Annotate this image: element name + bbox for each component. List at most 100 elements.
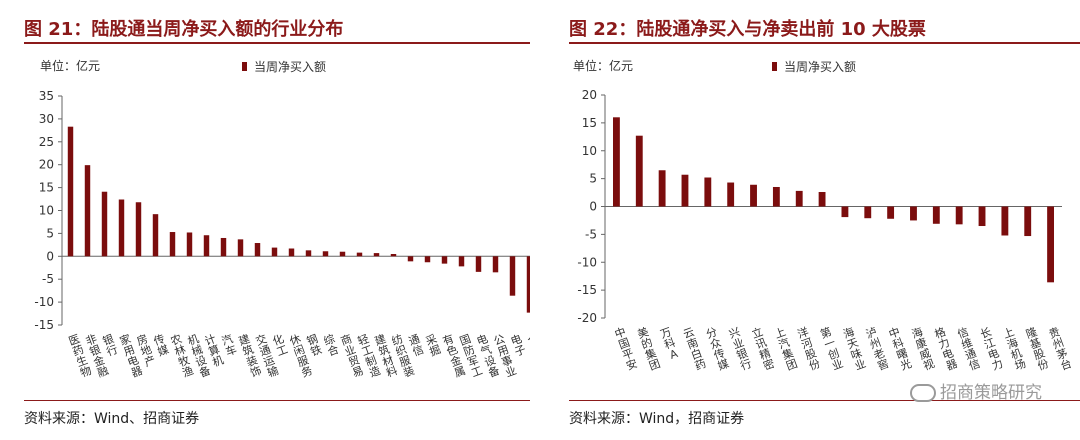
bar	[84, 165, 91, 257]
bar	[681, 174, 689, 207]
legend-swatch	[242, 62, 247, 71]
bar	[1024, 206, 1032, 237]
y-tick-label: 35	[39, 89, 54, 103]
bar	[932, 206, 940, 224]
watermark-text: 招商策略研究	[940, 383, 1042, 403]
x-tick-label: 电气设备	[475, 332, 501, 380]
y-tick-label: -15	[577, 283, 597, 297]
bar	[101, 191, 108, 257]
x-tick-label: 万科A	[659, 325, 682, 362]
x-tick-label: 上海机场	[1001, 325, 1027, 373]
bar	[424, 256, 431, 263]
stocks-bar-chart: 单位：亿元 当周净买入额 -20 -15 -10 -5 0 5 10 15 20 中国平安美的集团万科…	[573, 58, 1073, 373]
x-tick-label: 公用事业	[492, 332, 518, 380]
x-tick-label: 非银金融	[84, 332, 110, 380]
bar	[795, 190, 803, 207]
x-tick-label: 泸州老窖	[864, 325, 890, 373]
x-tick-label: 中科曙光	[887, 325, 913, 373]
bar	[612, 117, 620, 207]
chart-title: 图 21：陆股通当周净买入额的行业分布	[24, 19, 344, 40]
y-tick-label: -10	[34, 295, 54, 309]
y-tick-label: 5	[46, 226, 54, 240]
y-tick-label: -10	[577, 255, 597, 269]
bar	[169, 232, 176, 257]
unit-label: 单位：亿元	[573, 58, 633, 73]
x-tick-label: 海天味业	[841, 324, 868, 373]
bar	[1047, 206, 1055, 283]
bar	[254, 243, 261, 257]
bar	[407, 256, 414, 262]
bar	[704, 177, 712, 207]
bar	[203, 235, 210, 257]
bar	[750, 184, 757, 207]
x-tick-label: 银行	[101, 331, 120, 359]
y-tick-label: 0	[589, 200, 597, 214]
bar	[271, 247, 278, 257]
x-tick-label: 农林牧渔	[169, 331, 196, 380]
bar	[635, 135, 643, 207]
bar	[322, 251, 329, 257]
x-tick-label: 海康威视	[910, 324, 937, 373]
bar	[441, 256, 448, 264]
chart-title: 图 22：陆股通净买入与净卖出前 10 大股票	[569, 19, 926, 40]
bar	[475, 256, 482, 272]
x-tick-label: 机械设备	[186, 331, 213, 380]
bar	[373, 253, 380, 257]
bar	[509, 256, 516, 296]
y-tick-label: 0	[46, 249, 54, 263]
y-tick-label: 25	[39, 135, 54, 149]
x-tick-label: 云南白药	[681, 325, 707, 373]
x-tick-label: 轻工制造	[356, 331, 383, 380]
source-divider	[24, 400, 530, 401]
x-tick-label: 长江电力	[979, 325, 1005, 373]
bar	[772, 186, 780, 207]
x-tick-label: 房地产	[135, 332, 158, 369]
title-divider	[24, 42, 530, 44]
source-divider	[569, 400, 1080, 401]
x-tick-label: 家用电器	[118, 331, 145, 380]
bar	[458, 256, 465, 267]
x-tick-label: 上汽集团	[773, 325, 799, 373]
x-tick-label: 传媒	[152, 332, 171, 359]
x-tick-label: 商业贸易	[339, 331, 366, 380]
x-tick-label: 信维通信	[956, 325, 982, 373]
bar	[978, 206, 986, 227]
bar	[955, 206, 963, 225]
x-tick-label: 钢铁	[305, 332, 324, 359]
bar	[152, 214, 159, 257]
source-note: 资料来源：Wind，招商证券	[569, 411, 745, 427]
x-tick-label: 电子	[509, 332, 528, 359]
x-tick-label: 通信	[407, 332, 426, 359]
y-tick-label: 20	[582, 88, 597, 102]
y-tick-label: 10	[582, 144, 597, 158]
y-tick-label: -20	[577, 311, 597, 325]
watermark: 招商策略研究	[910, 378, 1042, 403]
x-tick-label: 交通运输	[254, 331, 281, 380]
x-tick-label: 中国平安	[613, 325, 639, 373]
x-tick-label: 洋河股份	[795, 324, 822, 373]
legend-label: 当周净买入额	[784, 60, 856, 74]
x-tick-label: 建筑材料	[373, 331, 400, 380]
x-tick-label: 隆基股份	[1024, 324, 1051, 373]
y-tick-label: -5	[585, 227, 597, 241]
x-tick-label: 兴业银行	[727, 325, 753, 373]
y-tick-label: 5	[589, 172, 597, 186]
x-tick-label: 立讯精密	[750, 324, 777, 373]
bar	[1001, 206, 1009, 236]
bar	[658, 170, 666, 207]
bar	[237, 239, 244, 257]
bar	[841, 206, 849, 218]
x-tick-label: 食品饮料	[526, 331, 530, 380]
bar	[305, 250, 312, 257]
x-tick-label: 汽车	[220, 331, 239, 359]
unit-label: 单位：亿元	[40, 58, 100, 73]
x-tick-label: 建筑装饰	[237, 331, 264, 380]
title-divider	[569, 42, 1080, 44]
bar	[727, 182, 735, 207]
y-tick-label: -5	[42, 272, 54, 286]
bar	[288, 248, 295, 257]
bar	[492, 256, 499, 273]
y-tick-label: -15	[34, 318, 54, 332]
x-tick-label: 休闲服务	[288, 332, 314, 380]
x-tick-label: 计算机	[203, 332, 226, 369]
